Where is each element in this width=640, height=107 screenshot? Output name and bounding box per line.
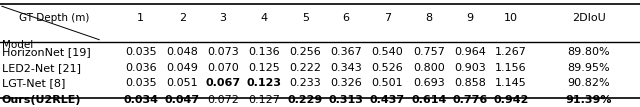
Text: Ours(U2RLE): Ours(U2RLE): [2, 95, 81, 105]
Text: 0.229: 0.229: [287, 95, 323, 105]
Text: 0.437: 0.437: [370, 95, 404, 105]
Text: 0.367: 0.367: [330, 47, 362, 57]
Text: 2: 2: [179, 13, 186, 23]
Text: 0.800: 0.800: [413, 63, 445, 73]
Text: 90.82%: 90.82%: [568, 78, 610, 88]
Text: 0.035: 0.035: [125, 47, 157, 57]
Text: 0.125: 0.125: [248, 63, 280, 73]
Text: 0.067: 0.067: [205, 78, 240, 88]
Text: 0.047: 0.047: [165, 95, 200, 105]
Text: 1.156: 1.156: [495, 63, 527, 73]
Text: 1: 1: [138, 13, 144, 23]
Text: 0.614: 0.614: [411, 95, 447, 105]
Text: 3: 3: [220, 13, 226, 23]
Text: 0.313: 0.313: [329, 95, 364, 105]
Text: 0.757: 0.757: [413, 47, 445, 57]
Text: 8: 8: [425, 13, 433, 23]
Text: 2DIoU: 2DIoU: [572, 13, 605, 23]
Text: HorizonNet [19]: HorizonNet [19]: [2, 47, 91, 57]
Text: 0.693: 0.693: [413, 78, 445, 88]
Text: 0.073: 0.073: [207, 47, 239, 57]
Text: 0.222: 0.222: [289, 63, 321, 73]
Text: 7: 7: [383, 13, 391, 23]
Text: 0.123: 0.123: [247, 78, 282, 88]
Text: 0.072: 0.072: [207, 95, 239, 105]
Text: 0.036: 0.036: [125, 63, 157, 73]
Text: 89.80%: 89.80%: [568, 47, 610, 57]
Text: 1.267: 1.267: [495, 47, 527, 57]
Text: 0.540: 0.540: [371, 47, 403, 57]
Text: 0.035: 0.035: [125, 78, 157, 88]
Text: 4: 4: [260, 13, 268, 23]
Text: 0.233: 0.233: [289, 78, 321, 88]
Text: 89.95%: 89.95%: [568, 63, 610, 73]
Text: 0.070: 0.070: [207, 63, 239, 73]
Text: 0.776: 0.776: [452, 95, 488, 105]
Text: 10: 10: [504, 13, 518, 23]
Text: 0.501: 0.501: [371, 78, 403, 88]
Text: 6: 6: [343, 13, 349, 23]
Text: 0.964: 0.964: [454, 47, 486, 57]
Text: 0.526: 0.526: [371, 63, 403, 73]
Text: 1.145: 1.145: [495, 78, 527, 88]
Text: 0.136: 0.136: [248, 47, 280, 57]
Text: LED2-Net [21]: LED2-Net [21]: [2, 63, 81, 73]
Text: 0.034: 0.034: [124, 95, 158, 105]
Text: 91.39%: 91.39%: [566, 95, 612, 105]
Text: 0.326: 0.326: [330, 78, 362, 88]
Text: LGT-Net [8]: LGT-Net [8]: [2, 78, 65, 88]
Text: 0.048: 0.048: [166, 47, 198, 57]
Text: 0.049: 0.049: [166, 63, 198, 73]
Text: GT Depth (m): GT Depth (m): [19, 13, 90, 23]
Text: 0.343: 0.343: [330, 63, 362, 73]
Text: 0.942: 0.942: [493, 95, 529, 105]
Text: 0.256: 0.256: [289, 47, 321, 57]
Text: 0.903: 0.903: [454, 63, 486, 73]
Text: 0.051: 0.051: [166, 78, 198, 88]
Text: 0.127: 0.127: [248, 95, 280, 105]
Text: Model: Model: [2, 40, 33, 50]
Text: 5: 5: [302, 13, 308, 23]
Text: 9: 9: [466, 13, 474, 23]
Text: 0.858: 0.858: [454, 78, 486, 88]
